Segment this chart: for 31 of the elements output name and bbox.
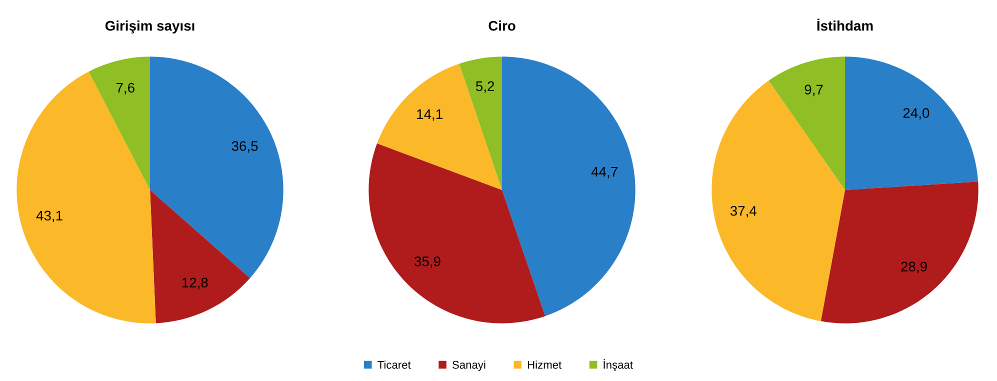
data-label: 12,8 [182, 278, 208, 290]
data-label: 37,4 [730, 206, 756, 218]
pie-slice [88, 56, 150, 190]
legend-label: Hizmet [528, 360, 562, 369]
pie-slice [768, 56, 845, 190]
pie-slice [712, 80, 845, 322]
data-label: 5,2 [476, 81, 494, 93]
pie-slice [377, 64, 502, 190]
pie-slice [16, 72, 156, 324]
chart-title: Girişim sayısı [105, 20, 194, 34]
data-label: 7,6 [116, 82, 134, 94]
chart-title: Ciro [488, 20, 516, 31]
pie-slice [150, 56, 284, 278]
legend-label: Ticaret [378, 360, 411, 369]
legend-label: İnşaat [604, 359, 633, 371]
data-label: 35,9 [414, 256, 440, 268]
pie-slice [459, 56, 502, 190]
data-label: 24,0 [903, 108, 930, 120]
pie-slice [150, 190, 250, 324]
data-label: 28,9 [901, 262, 927, 274]
data-label: 9,7 [804, 84, 823, 96]
data-label: 44,7 [591, 166, 618, 178]
chart-title: İstihdam [817, 18, 873, 31]
pie-slice [368, 143, 546, 324]
pie-slice [820, 182, 978, 324]
legend-label: Sanayi [452, 360, 486, 371]
pie-slice [845, 56, 978, 190]
data-label: 14,1 [417, 109, 442, 121]
data-label: 43,1 [36, 210, 62, 222]
pie-slice [502, 56, 636, 316]
data-label: 36,5 [232, 141, 258, 153]
